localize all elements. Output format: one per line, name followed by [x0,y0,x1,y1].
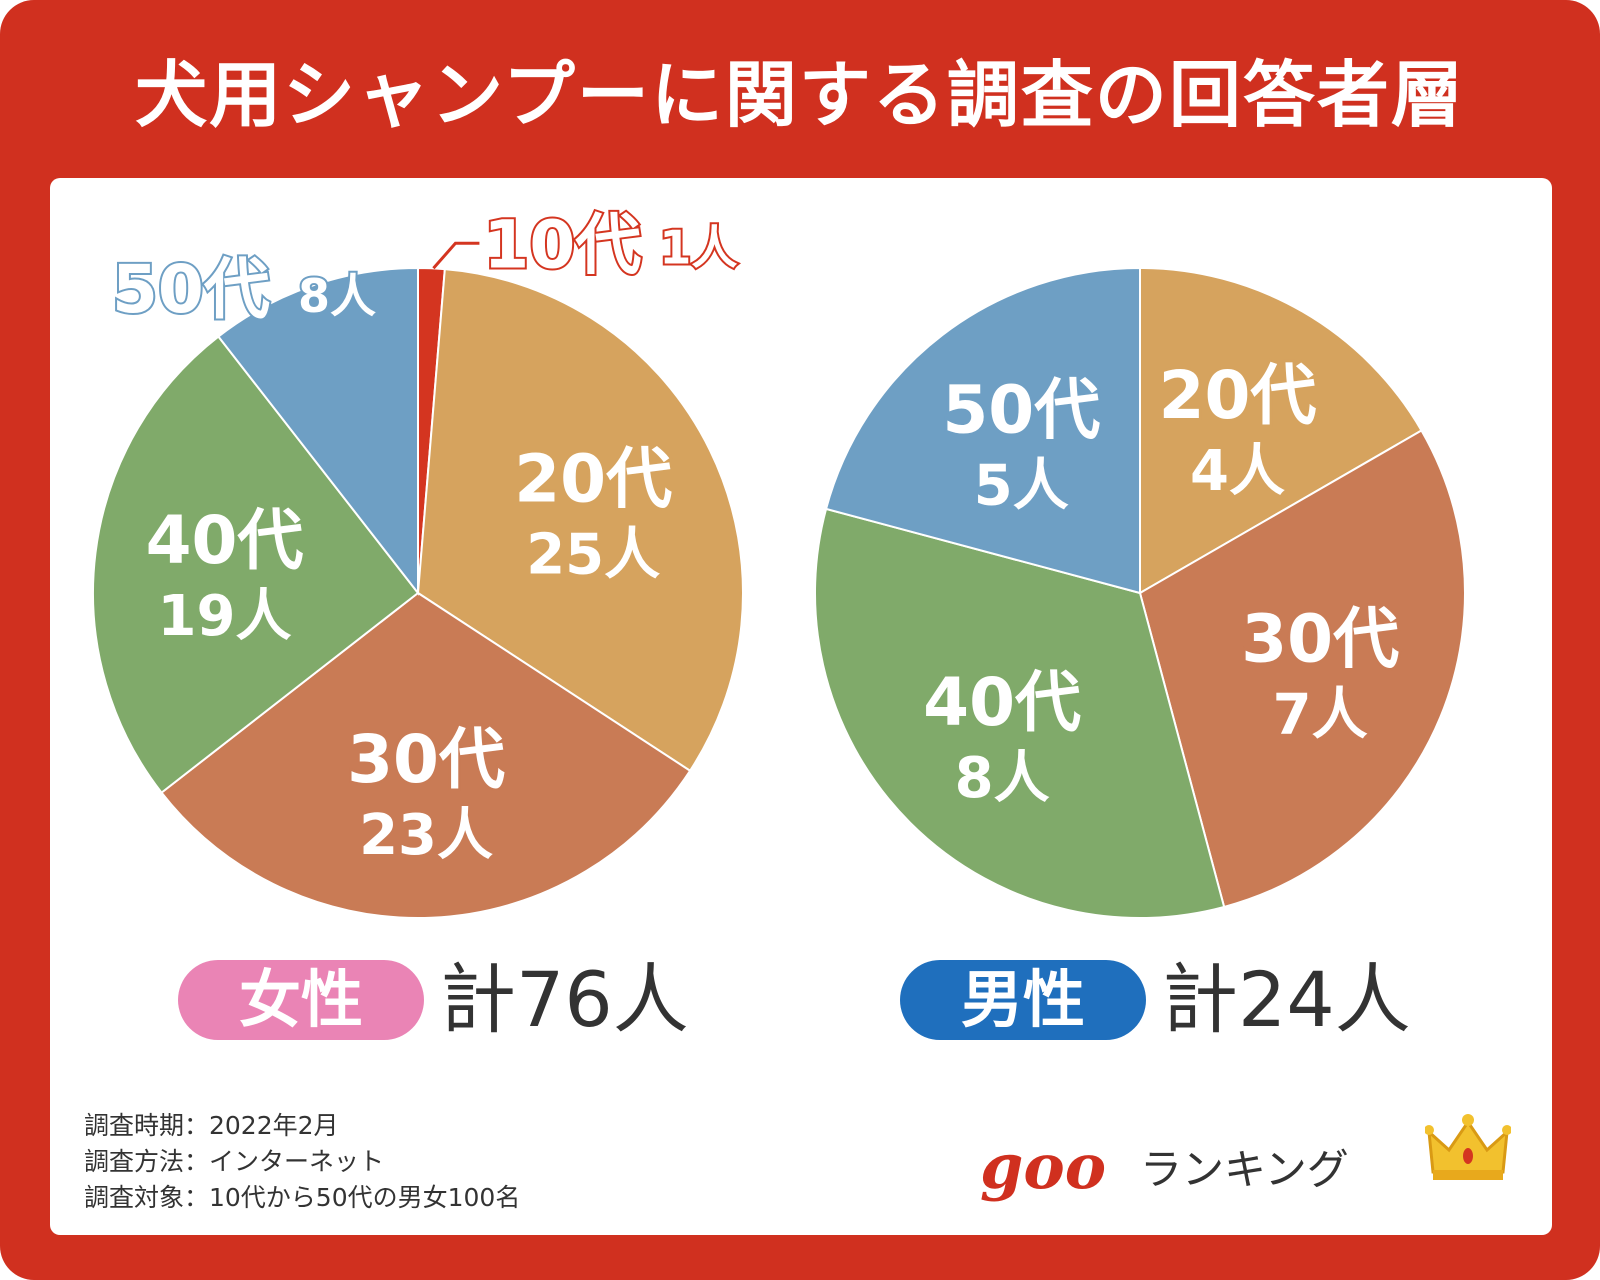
pie-female-label-1: 20代 [514,440,672,517]
survey-period: 調査時期：2022年2月 [84,1111,339,1140]
pie-female-label-3: 40代 [146,502,304,579]
male-total: 計24人 [1162,955,1411,1044]
pie-female-label-0: 10代 [483,206,641,283]
pie-male-label-3: 50代 [942,371,1100,448]
crown-icon [1425,1114,1511,1180]
pie-male-slice-2 [814,507,1226,919]
pie-male-value-3: 5人 [974,453,1069,518]
pie-female-value-0: 1人 [659,220,737,274]
leader-line-10s [432,241,480,270]
pie-male-slice-1 [1138,429,1466,909]
pie-male-slice-0 [1139,266,1423,595]
pie-female-value-3: 19人 [158,584,292,649]
pie-male-slice-3 [824,266,1141,595]
pie-female-value-4: 8人 [298,269,376,323]
survey-target: 調査対象：10代から50代の男女100名 [84,1183,521,1212]
pie-female-label-4: 50代 [112,251,270,328]
pie-female-value-1: 25人 [526,522,660,587]
female-label: 女性 [178,960,424,1040]
pie-male-label-2: 40代 [923,664,1081,741]
pie-male-label-0: 20代 [1159,357,1317,434]
pie-female-slice-3 [92,335,420,795]
pie-female-slice-4 [216,266,419,596]
male-label: 男性 [900,960,1146,1040]
page-title: 犬用シャンプーに関する調査の回答者層 [135,53,1465,137]
pie-male-value-2: 8人 [955,746,1050,811]
pie-male-value-1: 7人 [1273,683,1368,748]
pie-male-label-1: 30代 [1241,601,1399,678]
survey-method: 調査方法：インターネット [84,1147,385,1176]
pie-female-slice-2 [160,591,692,919]
pie-male-value-0: 4人 [1190,439,1285,504]
female-total: 計76人 [440,955,689,1044]
pie-female-label-2: 30代 [347,721,505,798]
logo-brand: goo [980,1130,1107,1203]
pie-female-value-2: 23人 [359,803,493,868]
logo-text: ランキング [1140,1145,1349,1194]
